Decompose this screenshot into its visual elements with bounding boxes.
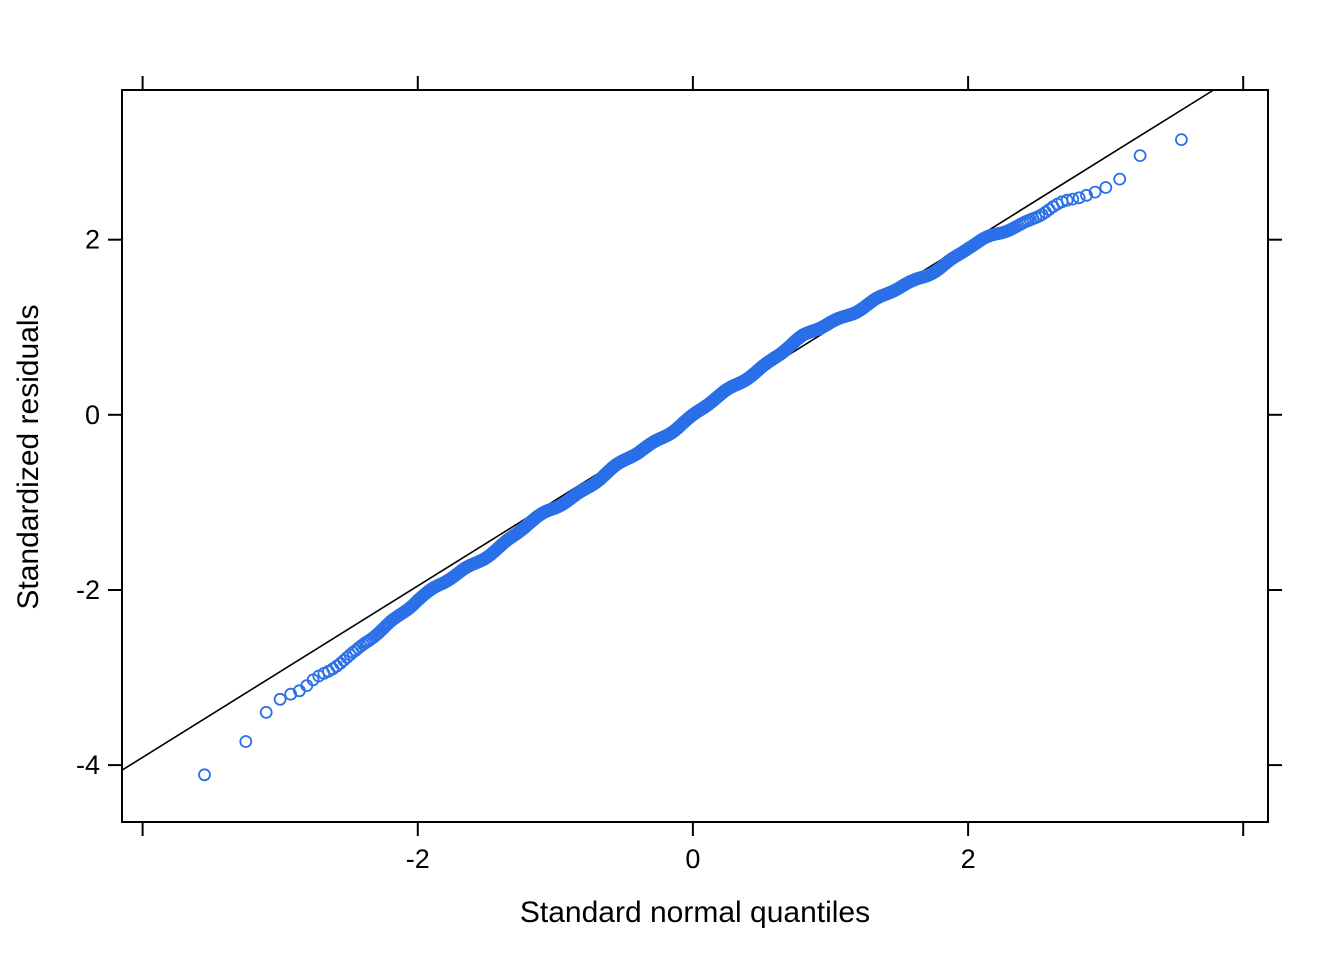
data-point: [1175, 133, 1188, 147]
data-point: [198, 768, 211, 782]
data-point: [1066, 192, 1080, 206]
data-point: [1099, 181, 1113, 194]
plot-render-layer: -2 0 2 -4 -2 0 2: [76, 76, 1282, 874]
x-tick-label: -2: [406, 844, 430, 874]
data-point: [273, 692, 287, 706]
data-point: [1113, 172, 1127, 186]
x-axis-title: Standard normal quantiles: [520, 896, 870, 929]
data-point: [1072, 191, 1086, 205]
y-tick-label: 2: [85, 225, 100, 255]
data-point: [259, 706, 273, 719]
data-point: [239, 735, 253, 748]
x-tick-label: 2: [961, 844, 976, 874]
y-tick-label: 0: [85, 400, 100, 430]
data-point: [1060, 193, 1074, 207]
data-point: [1133, 149, 1147, 163]
plot-border: [121, 89, 1269, 823]
y-tick-label: -2: [76, 575, 100, 605]
data-point: [1080, 188, 1093, 202]
x-tick-label: 0: [685, 844, 700, 874]
y-tick-label: -4: [76, 750, 100, 780]
y-axis-title: Standardized residuals: [12, 304, 45, 609]
data-point: [1088, 185, 1102, 199]
